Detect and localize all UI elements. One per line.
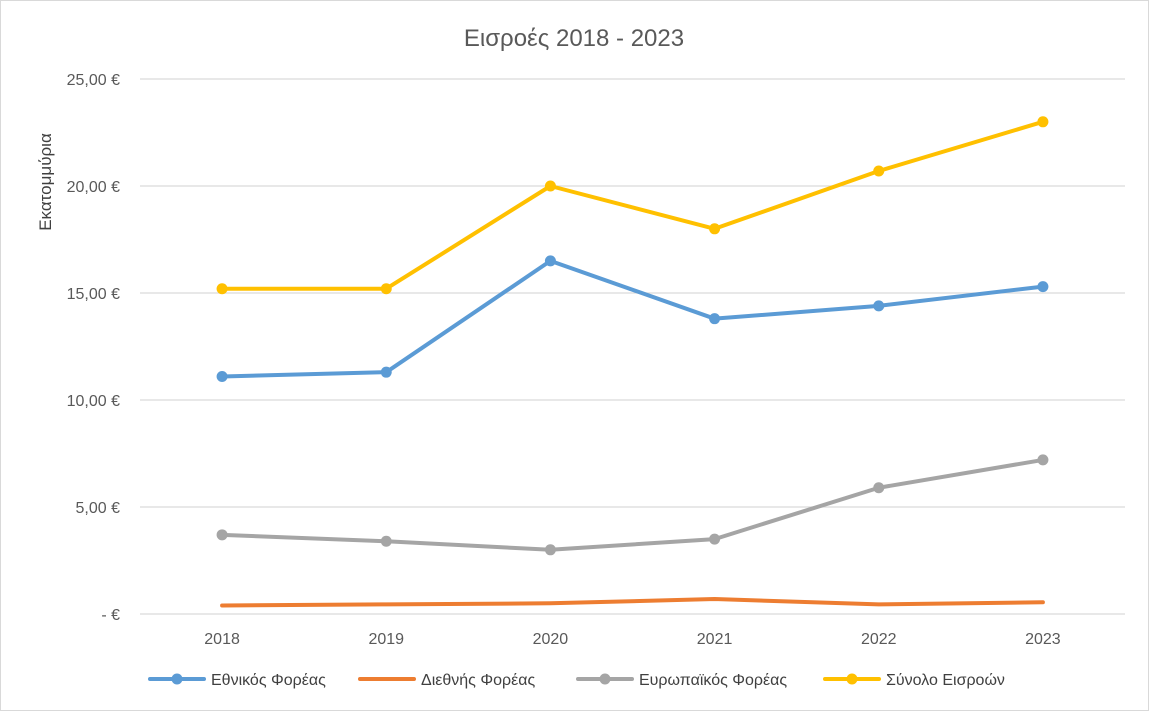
data-point [216, 370, 228, 382]
legend-label: Εθνικός Φορέας [211, 672, 326, 689]
legend: Εθνικός Φορέας Διεθνής Φορέας Ευρωπαϊκός Φ… [148, 672, 1005, 689]
legend-marker [846, 673, 858, 685]
data-point [873, 165, 885, 177]
data-point [1037, 281, 1049, 293]
x-tick-labels: 2018 2019 2020 2021 2022 2023 [204, 631, 1061, 648]
data-point [216, 529, 228, 541]
y-tick-label: 15,00 € [67, 286, 120, 303]
y-tick-label: 5,00 € [76, 500, 121, 517]
y-tick-labels: - € 5,00 € 10,00 € 15,00 € 20,00 € 25,00 € [67, 72, 120, 624]
data-point [380, 535, 392, 547]
data-point [709, 223, 721, 235]
data-point [873, 300, 885, 312]
x-tick-label: 2021 [697, 631, 733, 648]
x-tick-label: 2018 [204, 631, 240, 648]
data-point [709, 313, 721, 325]
series-line [220, 119, 1045, 291]
series-line [220, 597, 1045, 608]
data-point [380, 283, 392, 295]
series-lines [216, 116, 1049, 608]
x-tick-label: 2022 [861, 631, 897, 648]
legend-label: Διεθνής Φορέας [421, 672, 535, 689]
y-axis-label: Εκατομμύρια [36, 133, 55, 231]
data-point [873, 482, 885, 494]
x-tick-label: 2020 [533, 631, 569, 648]
legend-marker [171, 673, 183, 685]
data-point [709, 533, 721, 545]
data-point [1037, 116, 1049, 128]
x-tick-label: 2023 [1025, 631, 1061, 648]
gridlines [140, 78, 1125, 615]
y-tick-label: 20,00 € [67, 179, 120, 196]
data-point [544, 180, 556, 192]
y-tick-label: 25,00 € [67, 72, 120, 89]
chart-title: Εισροές 2018 - 2023 [464, 25, 684, 52]
data-point [216, 283, 228, 295]
y-tick-label: - € [101, 607, 120, 624]
data-point [544, 255, 556, 267]
legend-label: Σύνολο Εισροών [886, 672, 1005, 689]
data-point [544, 544, 556, 556]
series-line [220, 258, 1045, 379]
legend-label: Ευρωπαϊκός Φορέας [639, 672, 787, 689]
data-point [380, 366, 392, 378]
series-line [220, 457, 1045, 552]
x-tick-label: 2019 [368, 631, 404, 648]
legend-marker [599, 673, 611, 685]
data-point [1037, 454, 1049, 466]
y-tick-label: 10,00 € [67, 393, 120, 410]
